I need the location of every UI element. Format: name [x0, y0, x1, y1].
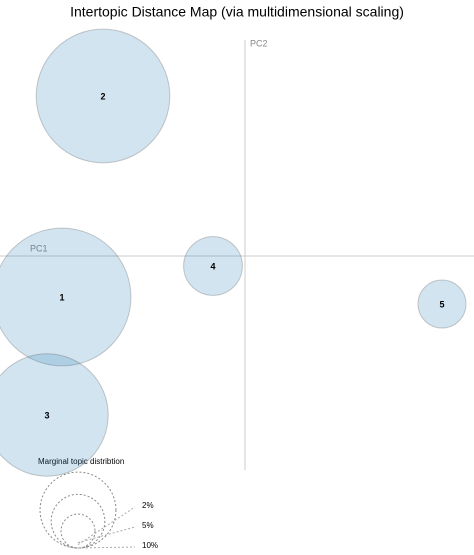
legend-label: 10%: [142, 541, 158, 550]
topic-label: 3: [44, 410, 49, 420]
legend-leader: [77, 526, 136, 544]
topic-bubble: [417, 279, 467, 329]
y-axis-label: PC2: [250, 38, 268, 48]
topic-label: 4: [210, 261, 215, 271]
chart-title: Intertopic Distance Map (via multidimens…: [70, 4, 404, 20]
legend-leader: [77, 546, 136, 549]
topic-label: 2: [100, 91, 105, 101]
legend-label: 5%: [142, 521, 154, 530]
topic-bubble: [0, 227, 132, 367]
topic-bubble: [0, 353, 109, 477]
legend-leader: [77, 506, 136, 546]
legend-title: Marginal topic distribtion: [38, 457, 124, 466]
legend-circle: [60, 513, 96, 549]
legend-circle: [50, 493, 106, 549]
topic-label: 1: [59, 292, 64, 302]
x-axis-label: PC1: [30, 243, 48, 253]
topic-label: 5: [439, 299, 444, 309]
legend-label: 2%: [142, 501, 154, 510]
topic-bubble: [35, 28, 171, 164]
legend-circle: [39, 471, 117, 549]
topic-bubble: [183, 236, 243, 296]
